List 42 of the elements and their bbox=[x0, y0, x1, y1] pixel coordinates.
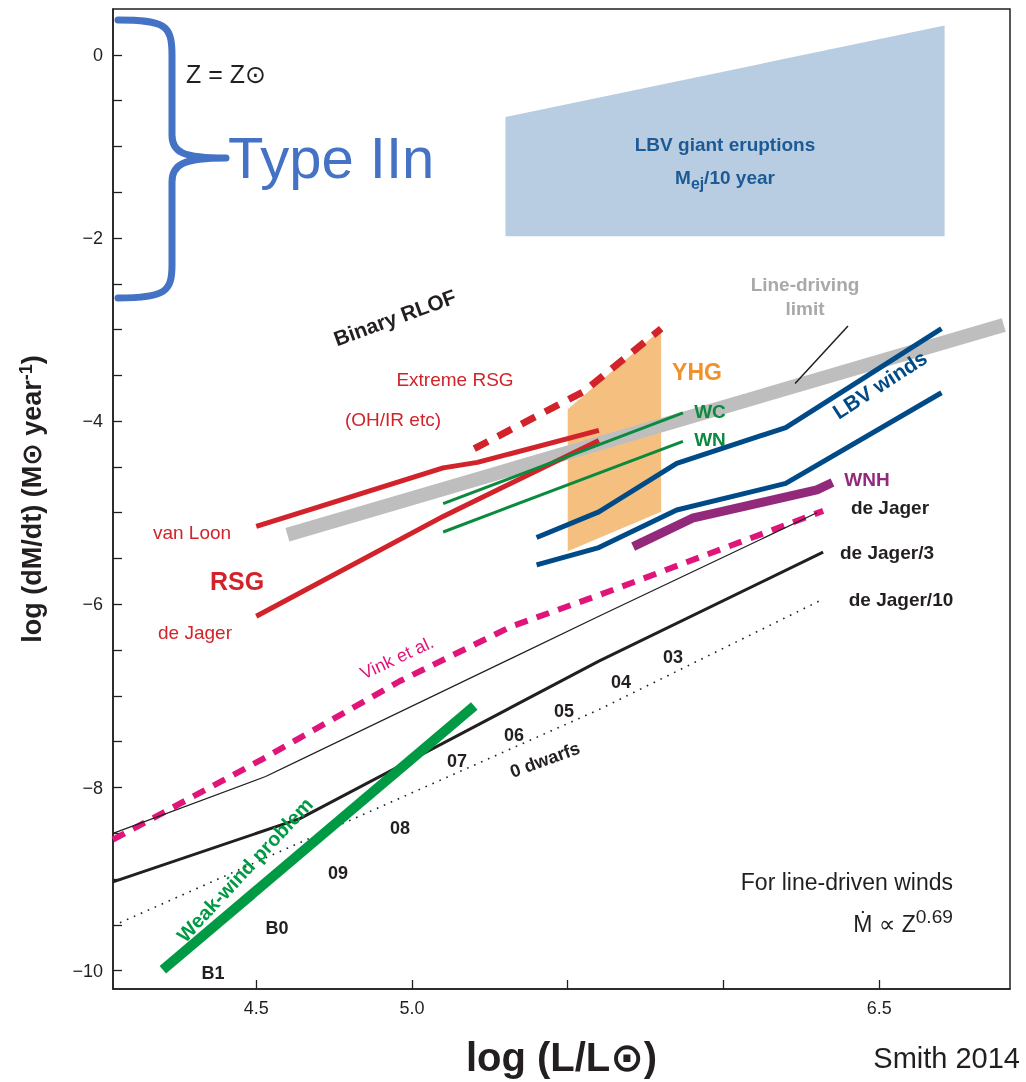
annotation: RSG bbox=[209, 566, 265, 598]
text: Smith 2014 bbox=[873, 1040, 1020, 1076]
x-tick-label: 4.5 bbox=[243, 998, 269, 1018]
y-tick-label: −4 bbox=[82, 411, 103, 432]
annotation: de Jager/3 bbox=[840, 541, 934, 565]
annotation: M$_{ej}$/10 year bbox=[675, 166, 775, 194]
annotation: LBV giant eruptions bbox=[634, 133, 816, 157]
annotation: 05 bbox=[553, 699, 575, 723]
annotation: 09 bbox=[327, 861, 349, 885]
x-tick-label: 5.0 bbox=[399, 998, 425, 1018]
annotation: Vink et al. bbox=[356, 631, 438, 685]
x-axis-title: log (L/L⊙) bbox=[465, 1035, 658, 1079]
annotation: B0 bbox=[265, 916, 289, 940]
annotation: WNH bbox=[844, 468, 890, 492]
annotation: Binary RLOF bbox=[330, 283, 460, 353]
annotation: de Jager bbox=[850, 496, 930, 520]
annotation: Type IIn bbox=[228, 123, 435, 192]
annotation: van Loon bbox=[152, 521, 232, 545]
annotation: (OH/IR etc) bbox=[344, 408, 442, 432]
annotation: YHG bbox=[672, 357, 722, 387]
annotation: 03 bbox=[662, 645, 684, 669]
annotation: de Jager/10 bbox=[848, 588, 954, 612]
y-tick-label: −6 bbox=[82, 594, 103, 615]
annotation: Ṁ ∝ Z$^{0.69}$ bbox=[853, 905, 953, 939]
y-axis-title: log (dM/dt) (M⊙ year-1) bbox=[16, 355, 47, 643]
annotation: Z = Z⊙ bbox=[186, 59, 266, 91]
annotation: de Jager bbox=[158, 621, 232, 645]
annotation: 06 bbox=[503, 723, 525, 747]
annotation: Extreme RSG bbox=[396, 368, 514, 392]
annotation: 07 bbox=[446, 749, 468, 773]
y-tick-label: −10 bbox=[72, 960, 103, 981]
annotation: Line-driving limit bbox=[750, 273, 860, 321]
annotation: 08 bbox=[389, 816, 411, 840]
annotation: 04 bbox=[610, 670, 632, 694]
y-tick-label: −8 bbox=[82, 777, 103, 798]
y-tick-label: 0 bbox=[92, 44, 103, 65]
x-tick-label: 6.5 bbox=[866, 998, 892, 1018]
annotation: WC bbox=[694, 400, 726, 424]
annotation: For line-driven winds bbox=[740, 867, 953, 897]
annotation: B1 bbox=[201, 961, 225, 985]
annotation: WN bbox=[694, 428, 726, 452]
y-tick-label: −2 bbox=[82, 227, 103, 248]
